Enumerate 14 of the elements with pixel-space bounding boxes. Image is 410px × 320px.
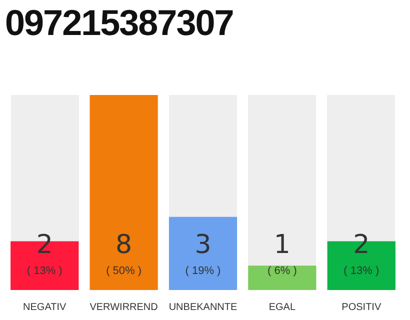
x-tick-label: EGAL [268, 302, 296, 313]
chart-title: 097215387307 [5, 2, 234, 44]
x-tick-label: UNBEKANNTE [168, 302, 238, 313]
annotation: ( 13% ) [344, 265, 380, 278]
x-tick-label: NEGATIV [23, 302, 67, 313]
annotation: ( 13% ) [26, 265, 62, 278]
x-tick-label: POSITIV [342, 302, 382, 313]
annotation: ( 19% ) [185, 265, 221, 278]
data-label: 3 [194, 230, 212, 260]
annotation: ( 6% ) [268, 265, 297, 278]
data-label: 1 [274, 230, 290, 260]
x-tick-label: VERWIRREND [90, 302, 158, 313]
annotation: ( 50% ) [106, 265, 142, 278]
data-label: 8 [116, 230, 132, 260]
